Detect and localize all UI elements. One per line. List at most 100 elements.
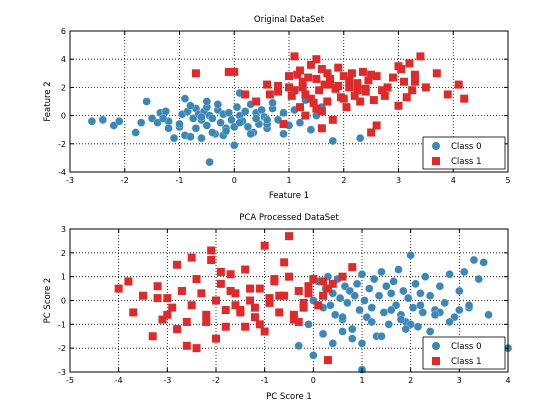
data-point: [221, 322, 230, 331]
data-point: [379, 308, 389, 317]
data-point: [404, 293, 413, 303]
data-point: [230, 67, 239, 76]
data-point: [413, 322, 423, 331]
data-point: [411, 279, 420, 288]
data-point: [304, 289, 313, 298]
data-point: [405, 59, 414, 68]
data-point: [377, 332, 386, 341]
data-point: [367, 128, 376, 137]
y-tick-label: 2: [61, 249, 66, 258]
data-point: [331, 310, 340, 319]
data-point: [317, 107, 326, 116]
data-point: [410, 77, 419, 86]
data-point: [342, 103, 351, 112]
data-point: [252, 97, 261, 106]
data-point: [280, 258, 289, 267]
data-point: [312, 74, 321, 83]
data-point: [365, 284, 374, 293]
x-tick-label: 3: [457, 376, 462, 385]
data-point: [192, 344, 201, 353]
data-point: [202, 310, 211, 319]
data-point: [421, 83, 430, 92]
data-point: [161, 107, 170, 116]
data-point: [265, 294, 274, 303]
data-point: [408, 86, 417, 95]
data-point: [289, 315, 298, 324]
data-point: [221, 126, 231, 136]
data-point: [290, 86, 299, 95]
data-point: [353, 79, 362, 88]
data-point: [345, 76, 354, 85]
data-point: [294, 341, 303, 350]
data-point: [289, 310, 298, 319]
data-point: [285, 232, 293, 241]
data-point: [232, 102, 242, 112]
data-point: [334, 63, 343, 72]
data-point: [367, 317, 376, 327]
data-point: [318, 329, 328, 339]
data-point: [231, 301, 240, 310]
data-point: [416, 52, 425, 61]
data-point: [251, 114, 261, 123]
data-point: [304, 282, 313, 291]
data-point: [293, 70, 302, 79]
data-point: [338, 272, 347, 281]
chart-title: Original DataSet: [254, 15, 325, 25]
data-point: [317, 124, 326, 133]
data-point: [435, 282, 445, 291]
data-point: [326, 80, 335, 89]
data-point: [205, 157, 214, 167]
series-class-0: [294, 251, 513, 374]
data-point: [197, 134, 206, 143]
data-point: [348, 324, 357, 334]
data-point: [224, 67, 233, 76]
data-point: [406, 251, 415, 260]
data-point: [455, 305, 464, 315]
data-point: [396, 315, 406, 324]
data-point: [364, 76, 373, 85]
data-point: [153, 294, 162, 303]
data-point: [255, 284, 264, 293]
x-tick-label: -3: [163, 376, 171, 385]
data-point: [301, 111, 310, 120]
data-point: [339, 94, 348, 103]
data-point: [317, 65, 326, 74]
legend-label: Class 1: [451, 157, 481, 167]
x-tick-label: 1: [359, 376, 364, 385]
x-tick-label: -2: [212, 376, 220, 385]
data-point: [295, 66, 304, 75]
data-point: [374, 291, 384, 300]
y-tick-label: 0: [61, 112, 66, 121]
x-tick-label: -1: [176, 176, 184, 185]
data-point: [455, 286, 464, 296]
y-tick-label: -2: [58, 344, 66, 353]
data-point: [315, 86, 324, 95]
data-point: [372, 121, 381, 130]
data-point: [350, 291, 359, 300]
data-point: [148, 332, 157, 341]
legend: Class 0 Class 1: [422, 136, 506, 170]
x-tick-label: 0: [311, 376, 316, 385]
data-point: [290, 52, 299, 61]
data-point: [163, 294, 172, 303]
data-point: [394, 265, 403, 274]
legend-label: Class 0: [451, 142, 481, 152]
legend: Class 0 Class 1: [422, 336, 506, 370]
data-point: [460, 267, 469, 277]
data-point: [384, 320, 393, 329]
data-point: [158, 315, 167, 324]
data-point: [356, 97, 365, 106]
data-point: [295, 118, 305, 127]
data-point: [213, 100, 222, 109]
chart-0: -3 -2 -1 0 1 2 3 4 5 -4 -2 0 2 4 6 Original DataSet Feat…: [43, 15, 511, 201]
data-point: [367, 70, 376, 79]
data-point: [416, 289, 425, 298]
chart-title: PCA Processed DataSet: [239, 213, 339, 223]
data-point: [357, 270, 367, 279]
data-point: [231, 289, 240, 298]
data-point: [270, 275, 279, 284]
y-tick-label: 1: [61, 273, 66, 282]
y-tick-label: 6: [61, 27, 66, 36]
series-class-0: [87, 88, 365, 167]
y-tick-label: -1: [58, 320, 66, 329]
